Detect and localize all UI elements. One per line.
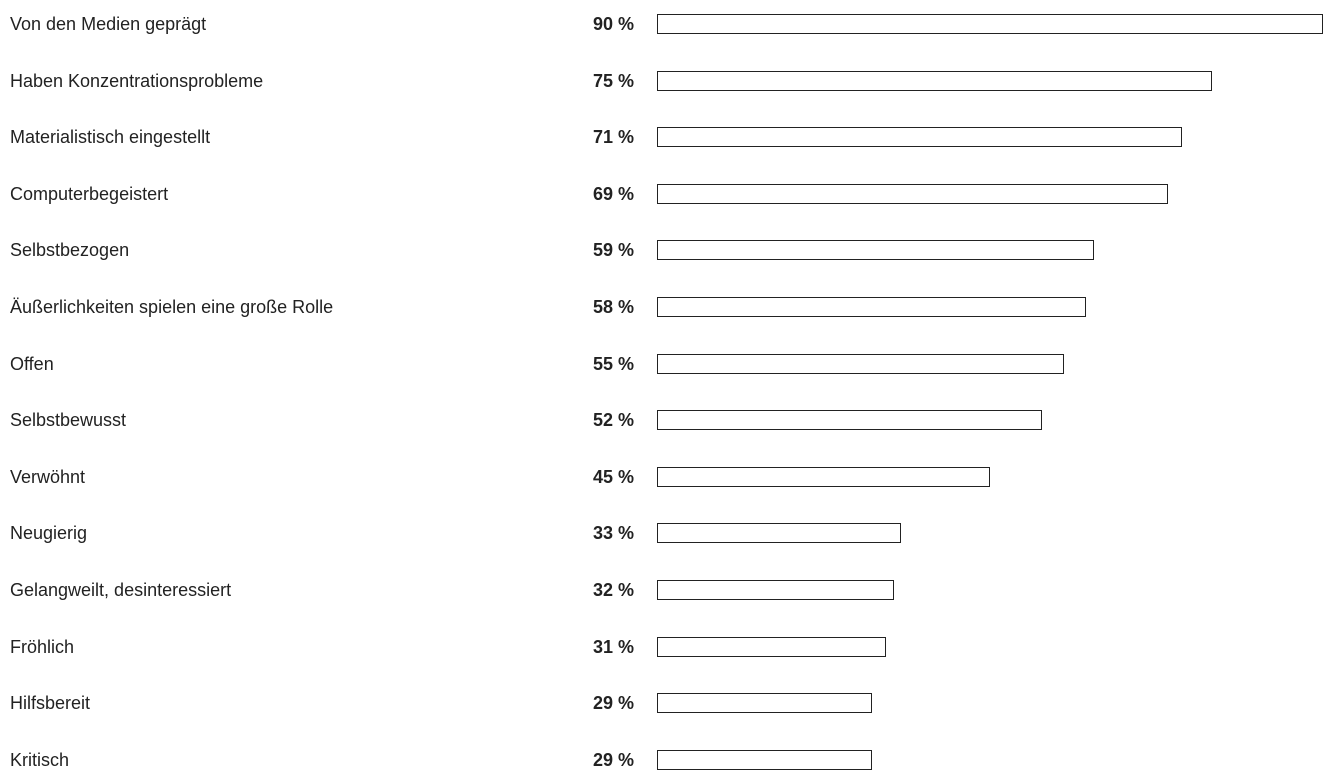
chart-row: Offen 55 % (0, 344, 1328, 384)
chart-row: Computerbegeistert 69 % (0, 174, 1328, 214)
bar (657, 749, 872, 770)
bar (657, 14, 1323, 34)
bar (657, 636, 887, 657)
value-label: 29 % (592, 749, 634, 770)
category-label: Offen (10, 353, 54, 374)
chart-row: Fröhlich 31 % (0, 627, 1328, 667)
category-label: Kritisch (10, 749, 70, 770)
value-label: 71 % (592, 127, 634, 148)
value-label: 75 % (592, 70, 634, 91)
category-label: Computerbegeistert (10, 183, 169, 204)
bar (657, 580, 894, 600)
value-label: 90 % (592, 14, 634, 34)
bar (657, 183, 1168, 204)
category-label: Materialistisch eingestellt (10, 127, 211, 148)
bar (657, 70, 1212, 91)
chart-row: Selbstbewusst 52 % (0, 400, 1328, 440)
bar (657, 693, 872, 714)
value-label: 69 % (592, 183, 634, 204)
chart-row: Äußerlichkeiten spielen eine große Rolle… (0, 287, 1328, 327)
value-label: 59 % (592, 240, 634, 261)
chart-row: Von den Medien geprägt 90 % (0, 4, 1328, 44)
bar (657, 466, 990, 487)
category-label: Selbstbewusst (10, 410, 127, 431)
category-label: Fröhlich (10, 636, 75, 657)
category-label: Selbstbezogen (10, 240, 130, 261)
bar (657, 240, 1094, 261)
value-label: 55 % (592, 353, 634, 374)
value-label: 45 % (592, 466, 634, 487)
chart-row: Haben Konzentrationsprobleme 75 % (0, 61, 1328, 101)
chart-row: Hilfsbereit 29 % (0, 683, 1328, 723)
chart-row: Neugierig 33 % (0, 513, 1328, 553)
category-label: Von den Medien geprägt (10, 14, 207, 34)
value-label: 32 % (592, 580, 634, 600)
category-label: Hilfsbereit (10, 693, 91, 714)
bar (657, 127, 1183, 148)
category-label: Neugierig (10, 523, 88, 544)
value-label: 31 % (592, 636, 634, 657)
category-label: Gelangweilt, desinteressiert (10, 580, 232, 600)
value-label: 33 % (592, 523, 634, 544)
chart-row: Kritisch 29 % (0, 740, 1328, 780)
value-label: 52 % (592, 410, 634, 431)
bar (657, 523, 902, 544)
value-label: 29 % (592, 693, 634, 714)
category-label: Äußerlichkeiten spielen eine große Rolle (10, 297, 334, 317)
bar (657, 297, 1087, 317)
chart-row: Verwöhnt 45 % (0, 457, 1328, 497)
bar (657, 410, 1042, 431)
chart-row: Materialistisch eingestellt 71 % (0, 117, 1328, 157)
value-label: 58 % (592, 297, 634, 317)
chart-row: Gelangweilt, desinteressiert 32 % (0, 570, 1328, 610)
chart-row: Selbstbezogen 59 % (0, 230, 1328, 270)
category-label: Verwöhnt (10, 466, 86, 487)
category-label: Haben Konzentrationsprobleme (10, 70, 264, 91)
bar (657, 353, 1064, 374)
